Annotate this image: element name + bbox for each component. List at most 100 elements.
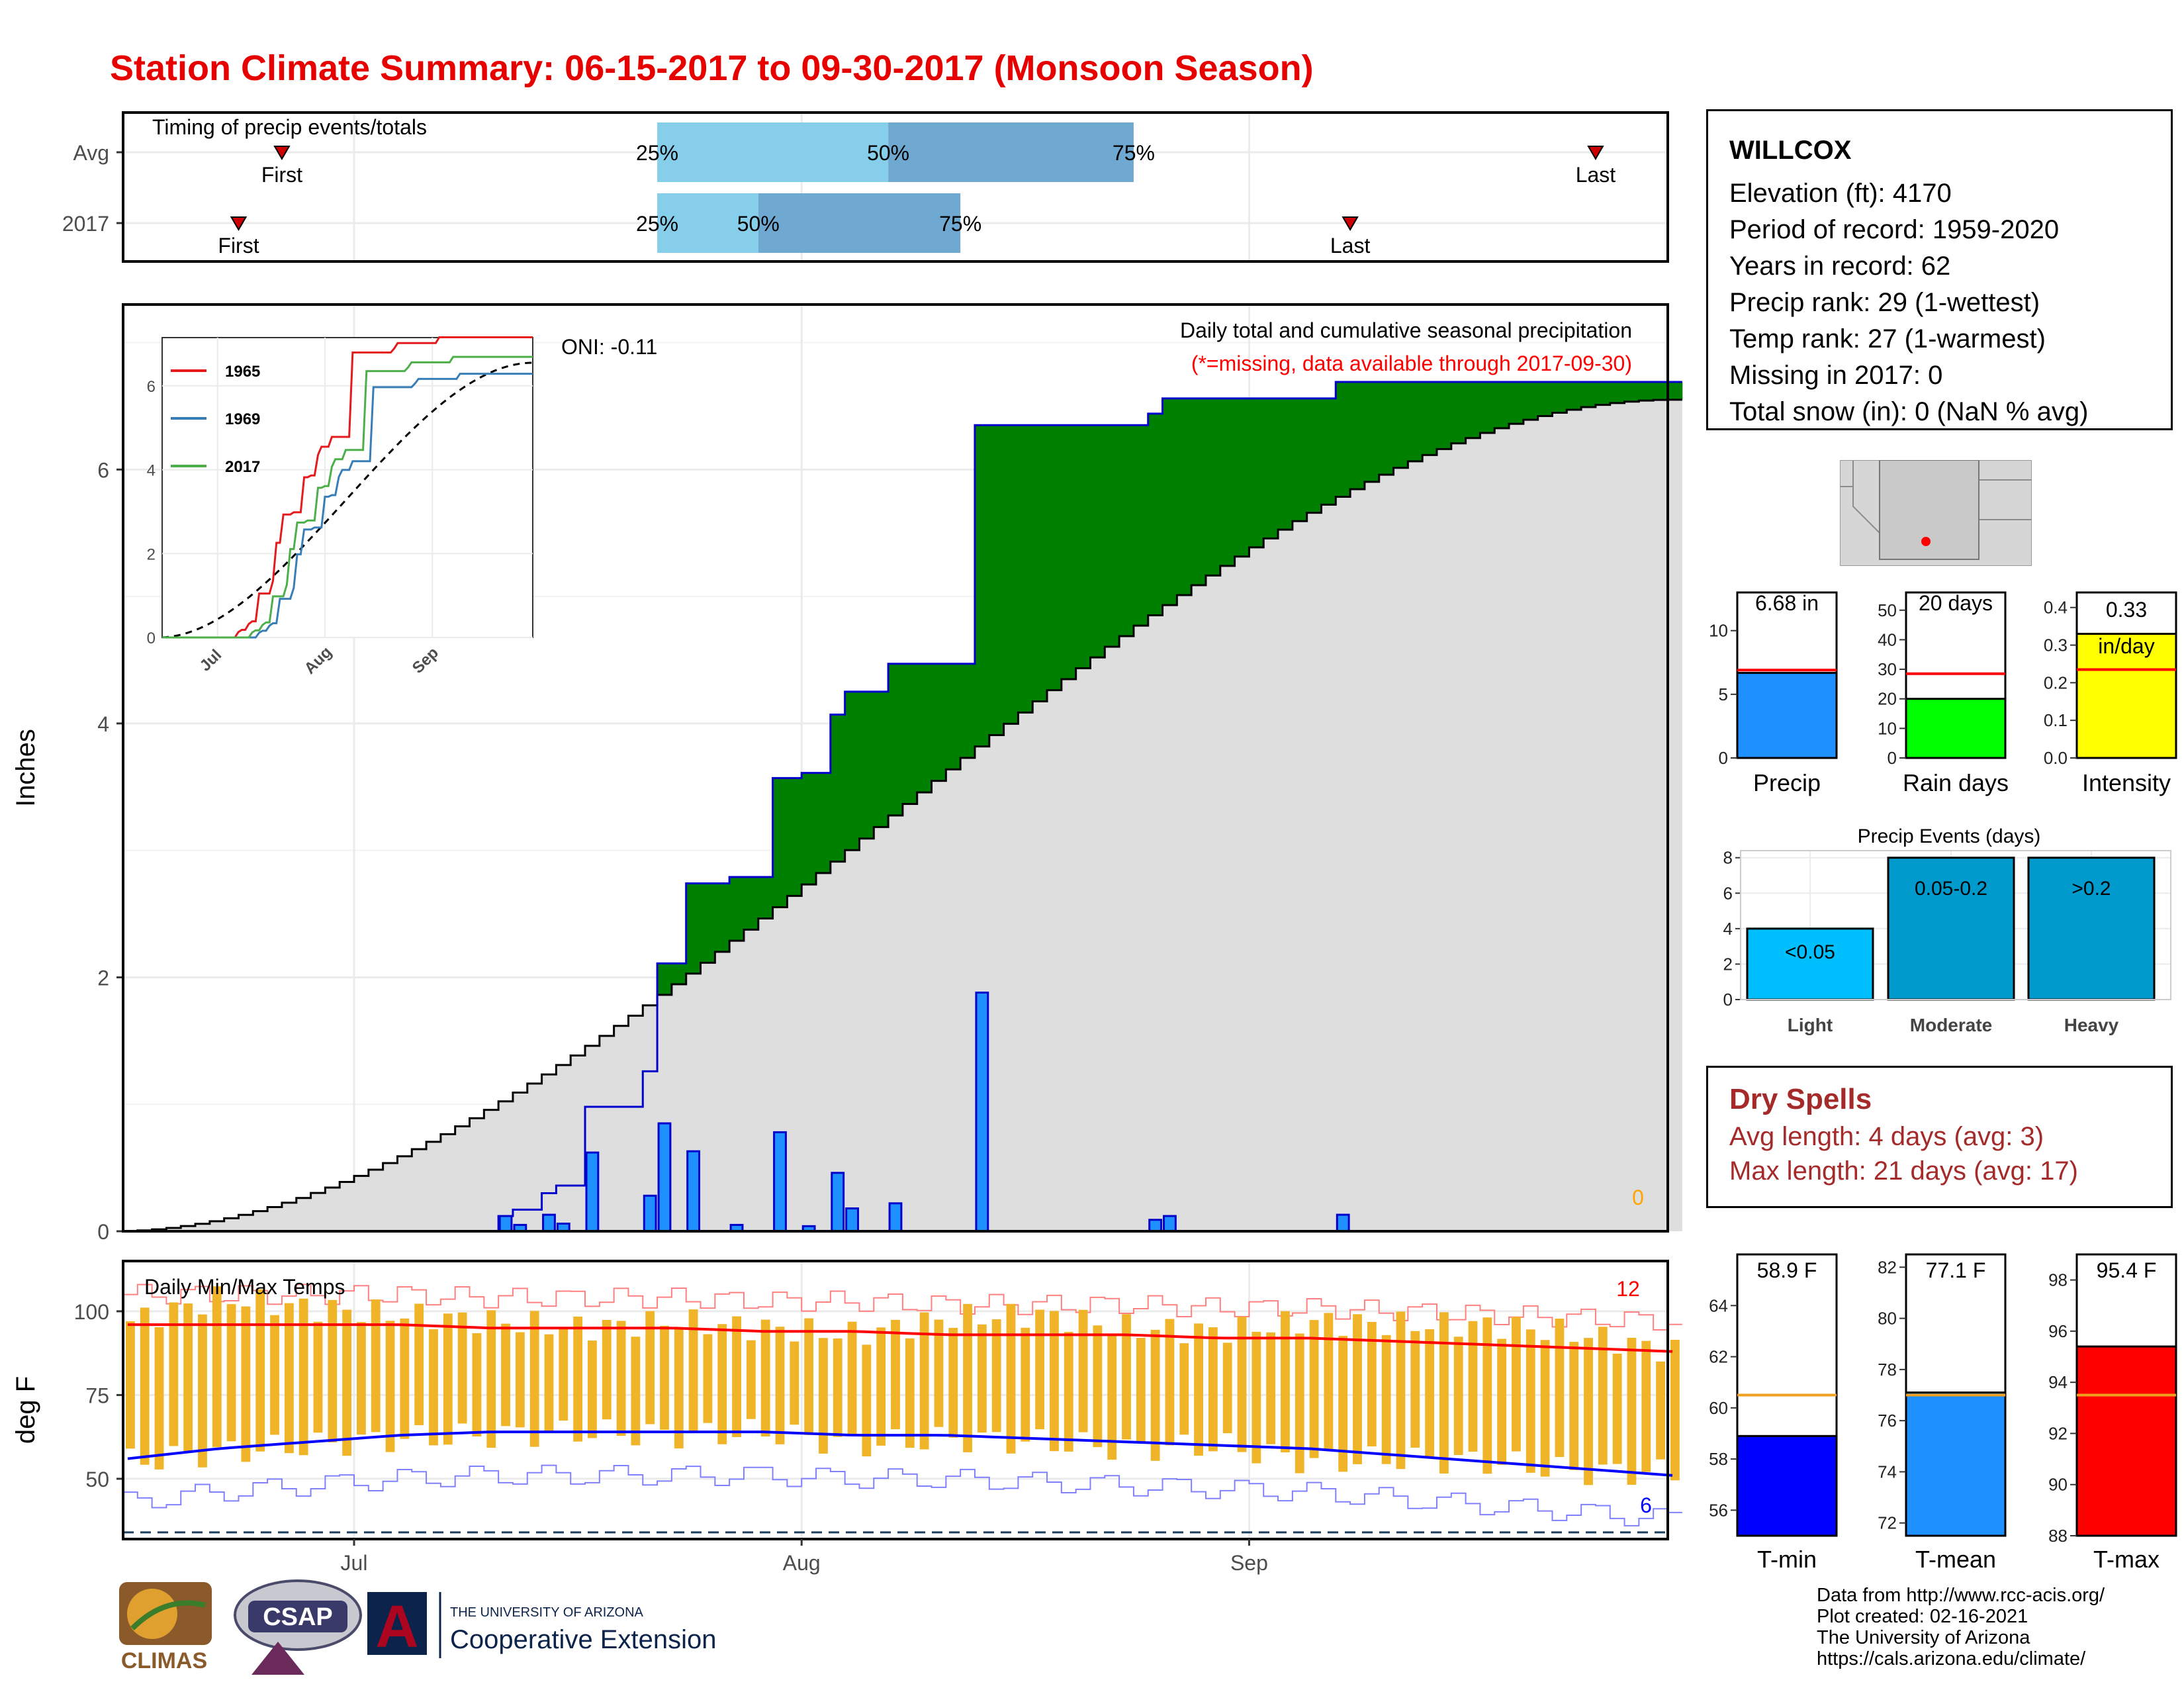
daily-temp-bar	[833, 1338, 842, 1437]
daily-temp-bar	[284, 1303, 294, 1454]
daily-temp-bar	[717, 1324, 727, 1444]
timing-box-50-75	[758, 193, 961, 253]
daily-precip-bar	[888, 1202, 903, 1233]
station-precip-rank: Precip rank: 29 (1-wettest)	[1729, 288, 2040, 317]
daily-temp-bar	[1309, 1320, 1319, 1458]
cumulative-diff-fill	[1379, 381, 1394, 475]
gauge-tick-label: 40	[1878, 630, 1897, 649]
cumulative-diff-fill	[671, 963, 687, 984]
cumulative-diff-fill	[1177, 398, 1192, 595]
daily-temp-bar	[804, 1318, 814, 1435]
gauge-tick-label: 82	[1878, 1257, 1897, 1277]
event-bar	[2027, 857, 2156, 1001]
daily-temp-bar	[559, 1328, 569, 1421]
cumulative-diff-fill	[1321, 398, 1336, 505]
cumulative-diff-fill	[859, 691, 874, 839]
gauge-tick-label: 0.2	[2044, 673, 2068, 692]
cumulative-diff-fill	[715, 883, 730, 952]
cumulative-diff-fill	[989, 425, 1005, 735]
daily-temp-bar	[414, 1303, 424, 1425]
gauge-tick-label: 60	[1709, 1398, 1728, 1418]
event-range-moderate: 0.05-0.2	[1915, 878, 1987, 900]
daily-precip-bar	[498, 1215, 513, 1233]
daily-temp-bar	[760, 1319, 770, 1437]
gauge-bar	[1736, 672, 1838, 759]
csap-logo: CSAP	[234, 1579, 362, 1675]
cumulative-diff-fill	[1278, 398, 1293, 530]
temps-ytick-label: 50	[85, 1468, 109, 1491]
daily-temp-bar	[501, 1323, 510, 1427]
timing-marker	[230, 216, 248, 231]
daily-temp-bar	[328, 1299, 338, 1442]
daily-precip-bar	[1336, 1213, 1350, 1233]
record-high-line	[123, 1284, 1682, 1331]
cumulative-diff-fill	[1075, 425, 1091, 669]
gauge-rain-days: 0 10 20 30 40 50	[1878, 591, 2007, 768]
dry-spells-title: Dry Spells	[1729, 1083, 1872, 1115]
daily-precip-bar	[831, 1172, 845, 1233]
timing-row-label: 2017	[62, 212, 109, 236]
timing-percent-label: 25%	[636, 141, 678, 165]
daily-temp-bar	[183, 1303, 193, 1452]
station-period: Period of record: 1959-2020	[1729, 215, 2060, 244]
gauge-tick-label: 74	[1878, 1462, 1897, 1481]
inset-xtick-label: Jul	[197, 646, 226, 675]
daily-precip-bar	[1148, 1219, 1163, 1233]
cumulative-diff-fill	[1133, 425, 1149, 626]
daily-temp-bar	[1584, 1338, 1593, 1485]
cumulative-diff-fill	[1509, 381, 1524, 424]
timing-marker-label: Last	[1330, 234, 1371, 258]
gauge-tick-label: 10	[1878, 718, 1897, 738]
cumulative-diff-fill	[1364, 381, 1380, 482]
credits: Data from http://www.rcc-acis.org/ Plot …	[1817, 1585, 2105, 1669]
daily-temp-bar	[515, 1332, 525, 1428]
station-marker	[1921, 537, 1931, 546]
daily-temp-bar	[1179, 1343, 1189, 1435]
daily-temp-bar	[1641, 1340, 1651, 1472]
cumulative-diff-fill	[1090, 425, 1105, 658]
daily-temp-bar	[1035, 1309, 1045, 1430]
gauge-tick-label: 88	[2048, 1526, 2068, 1546]
daily-temp-bar	[1656, 1361, 1665, 1460]
cumulative-diff-fill	[1220, 398, 1236, 566]
dry-spells-avg: Avg length: 4 days (avg: 3)	[1729, 1122, 2044, 1151]
daily-temp-bar	[1050, 1311, 1059, 1452]
daily-temp-bar	[1266, 1332, 1276, 1444]
precip-ytick-label: 0	[97, 1220, 109, 1244]
event-label-moderate: Moderate	[1910, 1015, 1992, 1035]
cumulative-diff-fill	[1336, 381, 1351, 497]
daily-temp-bar	[457, 1312, 467, 1424]
gauge-tick-label: 94	[2048, 1372, 2068, 1392]
events-ytick-label: 6	[1723, 883, 1733, 903]
missing-note: (*=missing, data available through 2017-…	[1191, 352, 1632, 375]
daily-temp-bar	[342, 1309, 352, 1456]
page-title: Station Climate Summary: 06-15-2017 to 0…	[110, 48, 1314, 88]
daily-temp-bar	[226, 1304, 236, 1442]
daily-temp-bar	[1396, 1311, 1406, 1470]
inset-ytick-label: 0	[147, 630, 156, 647]
cumulative-diff-fill	[1653, 381, 1668, 400]
daily-temp-bar	[1078, 1309, 1088, 1432]
daily-temp-bar	[443, 1313, 453, 1445]
gauge-tmean-label: T-mean	[1915, 1546, 1996, 1573]
inset-legend-1969: 1969	[225, 410, 260, 428]
cumulative-diff-fill	[1003, 425, 1019, 724]
inset-avg-line	[161, 361, 533, 639]
daily-temp-bar	[1598, 1327, 1608, 1465]
daily-temp-bar	[486, 1310, 496, 1448]
gauge-tick-label: 96	[2048, 1321, 2068, 1341]
gauge-raindays-value: 20 days	[1919, 591, 1993, 615]
daily-temp-bar	[934, 1319, 944, 1427]
daily-temp-bar	[775, 1327, 785, 1444]
daily-temp-bar	[313, 1321, 323, 1433]
x-tick-label: Sep	[1230, 1551, 1268, 1575]
timing-marker	[1587, 146, 1604, 160]
daily-temp-bar	[1612, 1353, 1622, 1464]
cumulative-diff-fill	[1552, 381, 1567, 413]
daily-temp-bar	[1497, 1338, 1507, 1465]
cumulative-diff-fill	[1018, 425, 1033, 713]
daily-temp-bar	[1150, 1329, 1160, 1461]
timing-panel: 25% 50% 75% First Last Avg 25% 50% 75% First Last 2…	[62, 111, 1669, 263]
daily-temp-bar	[1021, 1327, 1030, 1442]
cumulative-diff-fill	[700, 883, 715, 963]
